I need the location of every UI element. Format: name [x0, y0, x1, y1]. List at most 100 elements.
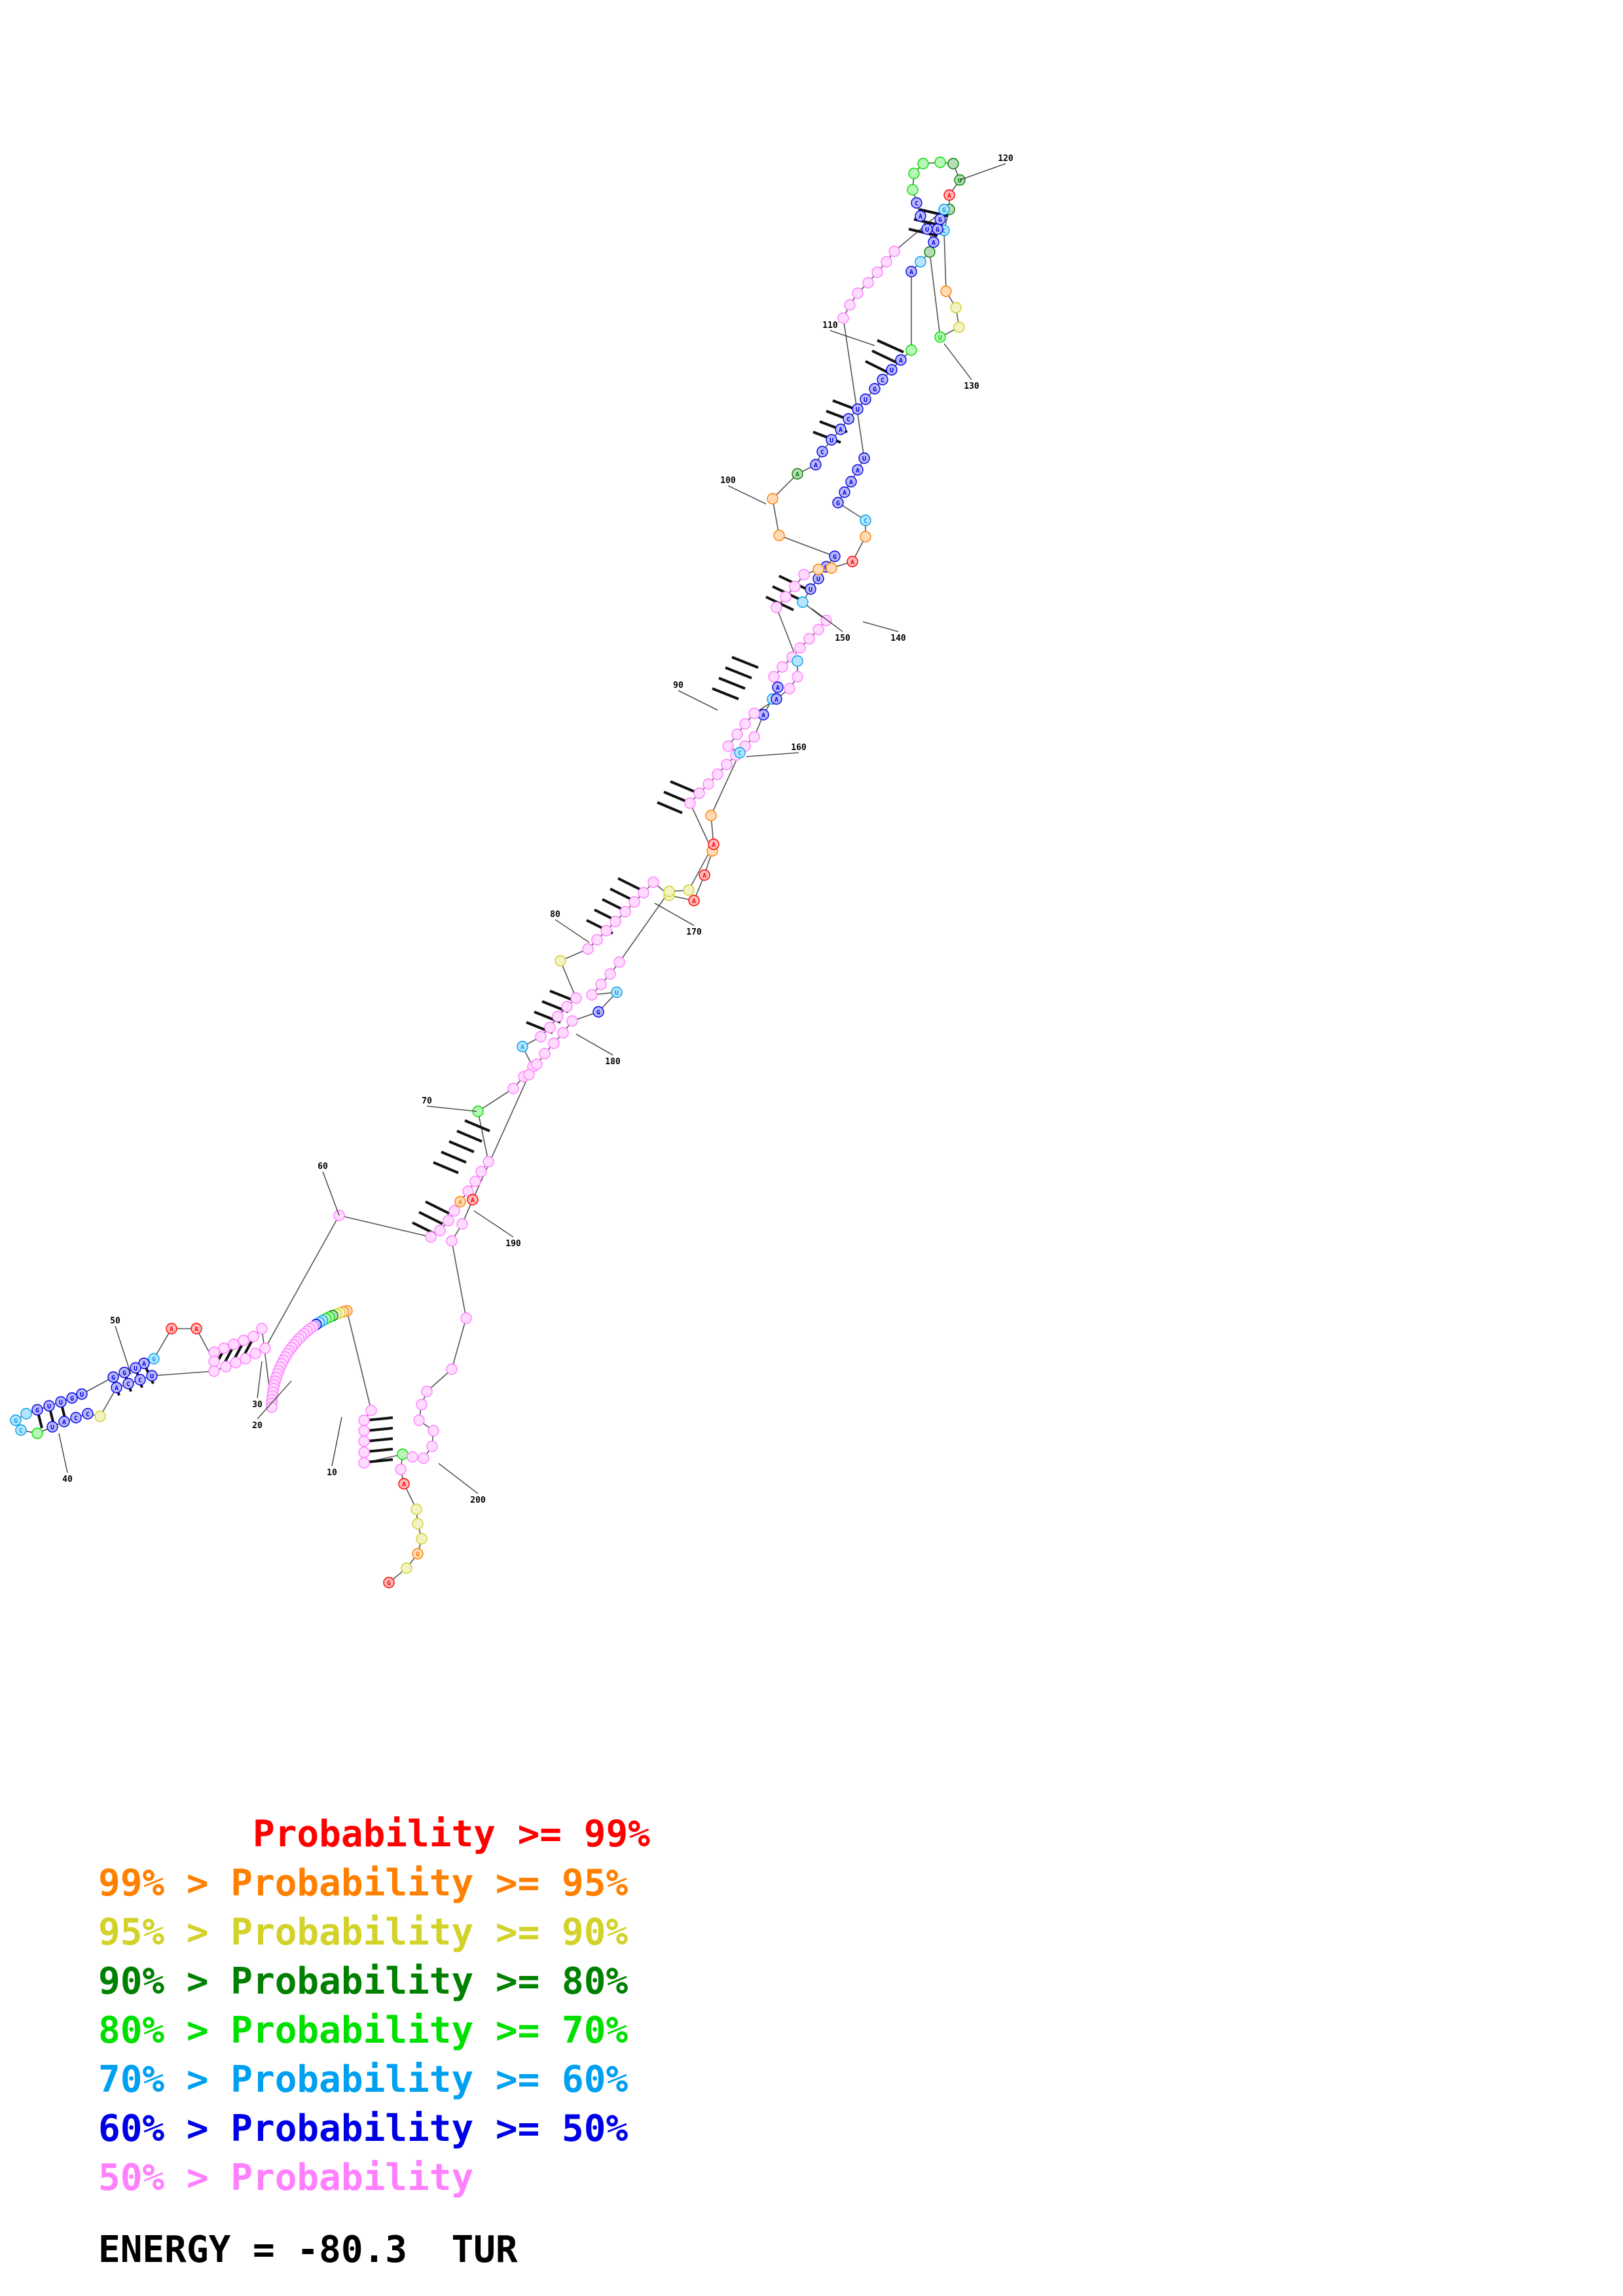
nucleotide — [869, 383, 881, 395]
nucleotide-letter: A — [458, 1199, 462, 1206]
base-pair-bond — [657, 801, 683, 814]
nucleotide — [826, 562, 837, 574]
nucleotide-letter: A — [170, 1326, 173, 1333]
nucleotide — [46, 1421, 58, 1433]
nucleotide — [43, 1400, 55, 1412]
nucleotide-letter: G — [111, 1374, 115, 1382]
nucleotide — [767, 493, 778, 505]
position-label: 110 — [822, 321, 838, 331]
nucleotide — [259, 1342, 271, 1354]
nucleotide — [934, 213, 946, 225]
nucleotide-letter: U — [134, 1365, 137, 1372]
nucleotide — [94, 1410, 106, 1422]
nucleotide — [31, 1404, 43, 1416]
nucleotide-letter: G — [596, 1009, 600, 1016]
nucleotide-letter: A — [850, 559, 854, 566]
nucleotide — [934, 156, 946, 168]
nucleotide — [544, 1022, 556, 1033]
nucleotide — [663, 886, 675, 897]
nucleotide-letter: G — [416, 1551, 420, 1558]
position-tick — [438, 1463, 479, 1494]
nucleotide — [797, 596, 809, 608]
nucleotide — [860, 514, 871, 526]
nucleotide — [230, 1357, 242, 1369]
nucleotide — [58, 1416, 70, 1427]
nucleotide — [586, 989, 598, 1001]
nucleotide — [844, 299, 856, 311]
nucleotide — [31, 1427, 43, 1439]
nucleotide-letter: A — [761, 712, 765, 719]
nucleotide — [647, 876, 659, 888]
nucleotide — [208, 1365, 220, 1377]
nucleotide — [475, 1166, 487, 1177]
nucleotide-letter: A — [856, 467, 860, 475]
nucleotide — [852, 464, 864, 476]
nucleotide — [358, 1414, 370, 1426]
nucleotide — [699, 869, 710, 881]
nucleotide-letter: U — [938, 334, 942, 342]
nucleotide — [557, 1027, 569, 1039]
nucleotide-letter: U — [47, 1403, 51, 1410]
nucleotide — [591, 934, 603, 946]
nucleotide — [548, 1037, 560, 1049]
nucleotide — [70, 1412, 82, 1424]
nucleotide — [191, 1323, 202, 1335]
nucleotide — [555, 955, 566, 967]
nucleotide — [895, 354, 907, 366]
nucleotide — [358, 1457, 370, 1469]
position-label: 120 — [998, 154, 1013, 164]
position-tick — [811, 608, 843, 632]
nucleotide — [166, 1323, 177, 1335]
position-tick — [58, 1433, 68, 1473]
nucleotide — [860, 393, 871, 405]
nucleotide-letter: G — [70, 1395, 74, 1403]
nucleotide — [552, 1011, 564, 1022]
base-pair-bond — [366, 1458, 393, 1463]
position-tick — [678, 690, 718, 711]
base-pair-bond — [366, 1448, 393, 1453]
nucleotide-letter: A — [839, 427, 843, 434]
nucleotide — [638, 887, 649, 899]
nucleotide — [249, 1348, 261, 1359]
base-pair-bond — [718, 677, 746, 690]
position-label: 20 — [252, 1421, 263, 1431]
nucleotide — [383, 1577, 395, 1588]
position-label: 200 — [470, 1496, 486, 1505]
nucleotide — [852, 403, 864, 415]
nucleotide-letter: A — [692, 898, 696, 905]
nucleotide — [832, 497, 844, 509]
nucleotide — [76, 1388, 88, 1400]
nucleotide — [467, 1194, 479, 1206]
nucleotide-letter: A — [795, 471, 799, 478]
nucleotide — [776, 661, 788, 673]
position-label: 30 — [252, 1400, 263, 1410]
nucleotide — [395, 1463, 407, 1475]
nucleotide — [688, 895, 700, 906]
nucleotide — [146, 1370, 158, 1382]
base-pair-bond — [418, 1211, 443, 1225]
nucleotide-letter: G — [873, 386, 877, 393]
nucleotide-letter: G — [938, 217, 942, 224]
position-tick — [862, 621, 899, 632]
nucleotide — [877, 374, 888, 386]
position-label: 50 — [110, 1316, 120, 1326]
position-tick — [575, 1033, 613, 1056]
nucleotide — [693, 787, 705, 799]
base-pair-bond — [464, 1119, 490, 1132]
nucleotide — [610, 916, 621, 927]
position-tick — [654, 903, 695, 926]
nucleotide — [934, 331, 946, 343]
nucleotide-letter: A — [402, 1481, 406, 1488]
nucleotide — [924, 246, 936, 258]
legend-row-60: 70% > Probability >= 60% — [98, 2058, 629, 2101]
nucleotide — [566, 1015, 578, 1027]
position-tick — [115, 1325, 132, 1375]
nucleotide — [784, 683, 795, 694]
nucleotide-letter: G — [35, 1407, 39, 1414]
nucleotide — [731, 728, 743, 740]
nucleotide-letter: U — [59, 1399, 63, 1407]
nucleotide — [448, 1205, 460, 1217]
position-tick — [746, 752, 799, 757]
nucleotide — [266, 1401, 278, 1413]
position-tick — [555, 919, 590, 943]
